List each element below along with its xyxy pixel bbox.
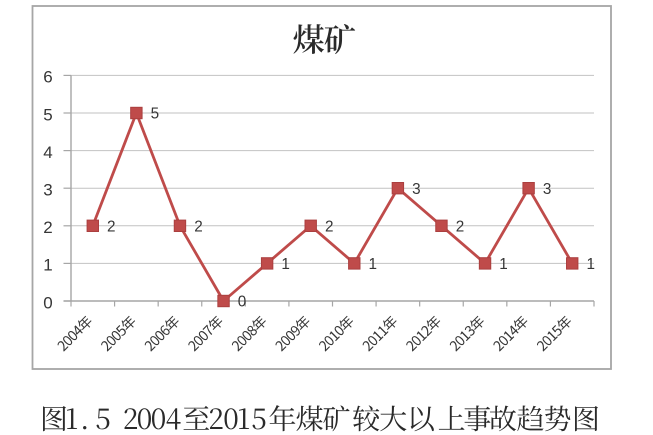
svg-text:2: 2 [107, 218, 116, 235]
svg-text:3: 3 [543, 181, 552, 198]
svg-text:2: 2 [43, 218, 52, 237]
svg-text:6: 6 [43, 68, 52, 87]
svg-text:2: 2 [325, 218, 334, 235]
svg-text:0: 0 [43, 293, 52, 312]
svg-text:1: 1 [586, 256, 595, 273]
svg-text:1: 1 [43, 256, 52, 275]
svg-text:5: 5 [151, 106, 160, 123]
svg-text:2: 2 [456, 218, 465, 235]
svg-text:1: 1 [369, 256, 378, 273]
svg-text:0: 0 [238, 294, 247, 311]
svg-text:2: 2 [194, 218, 203, 235]
svg-text:5: 5 [43, 105, 52, 124]
svg-text:3: 3 [43, 181, 52, 200]
svg-text:4: 4 [43, 143, 52, 162]
svg-text:1: 1 [499, 256, 508, 273]
svg-text:3: 3 [412, 181, 421, 198]
svg-text:1: 1 [281, 256, 290, 273]
